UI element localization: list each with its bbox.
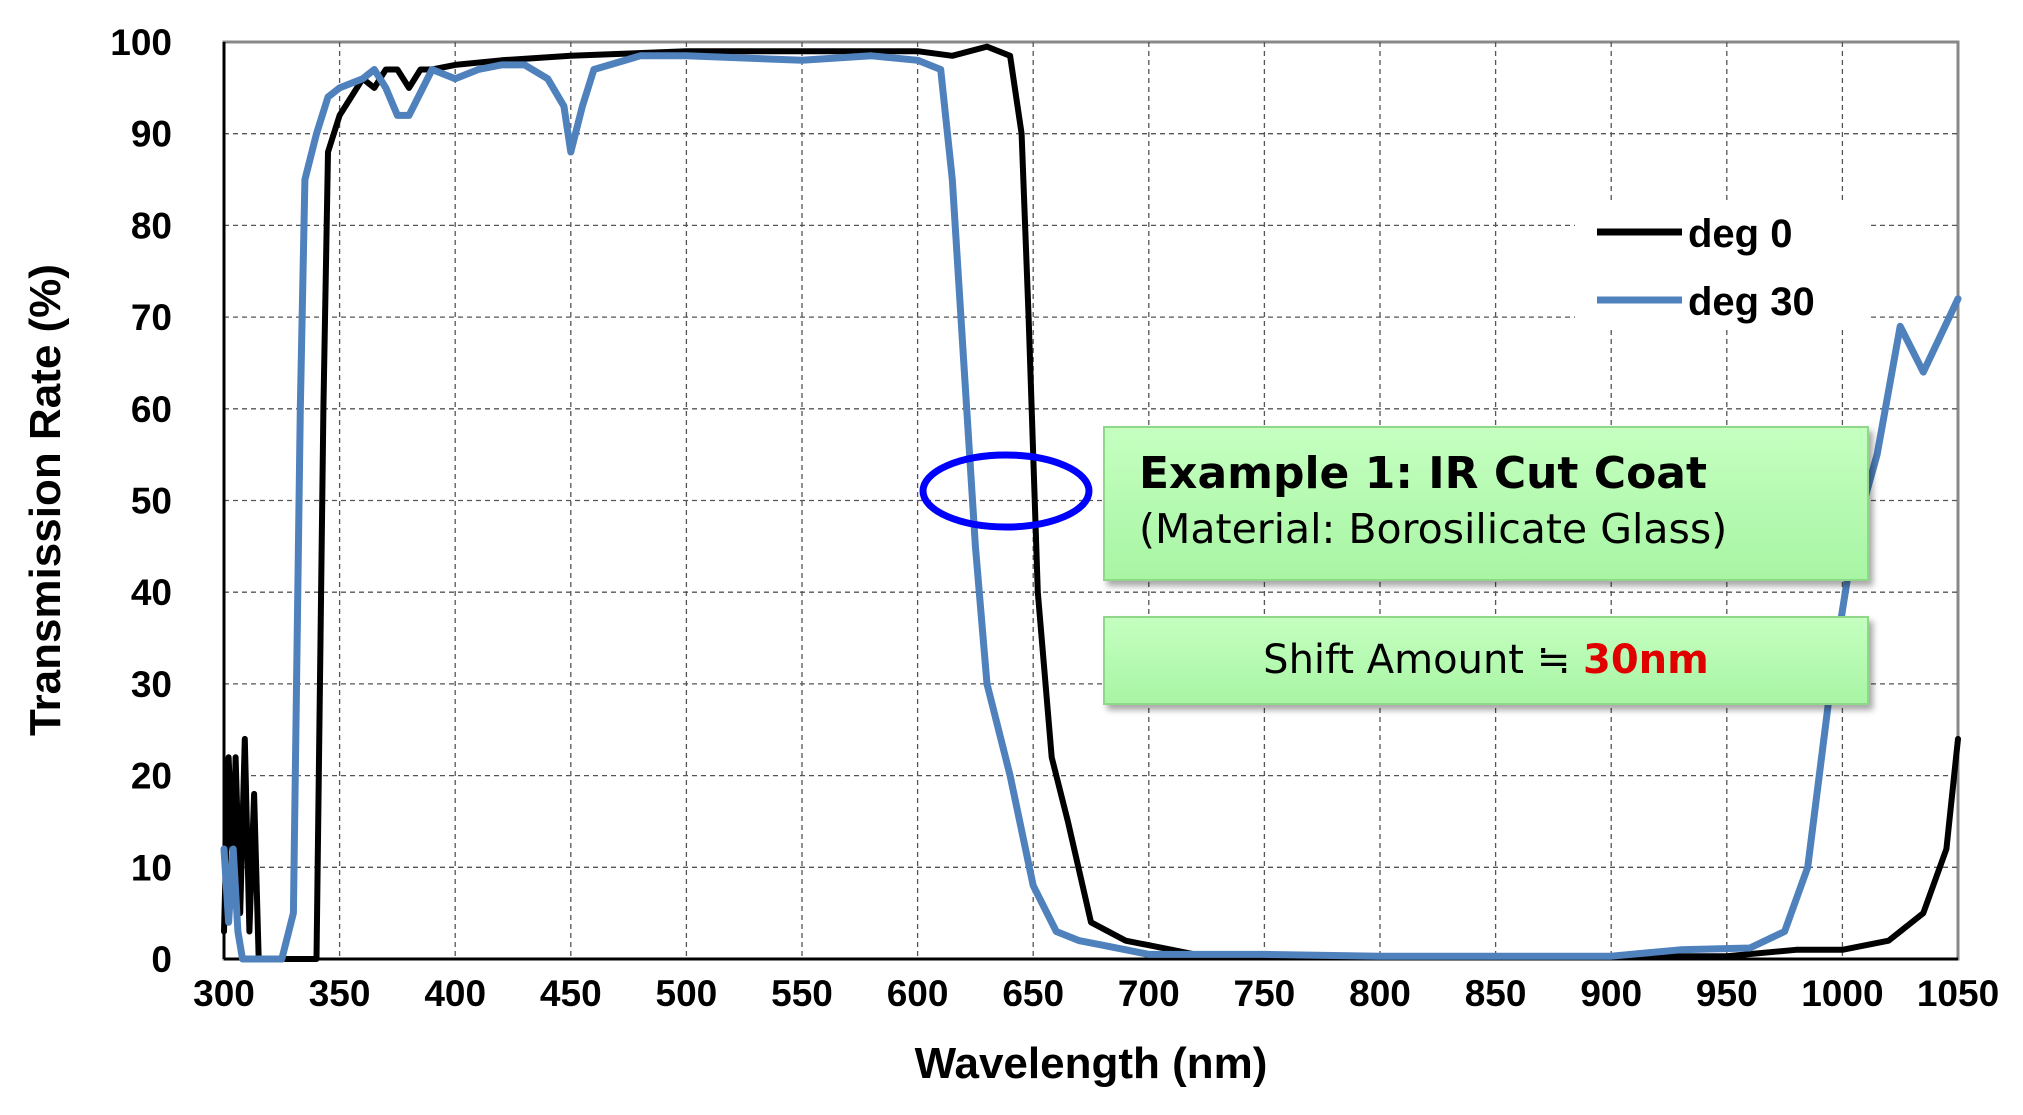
legend: deg 0 deg 30 (1575, 200, 1870, 330)
x-tick-label: 850 (1465, 973, 1527, 1014)
x-tick-label: 750 (1234, 973, 1296, 1014)
x-tick-label: 1000 (1801, 973, 1883, 1014)
y-tick-label: 20 (131, 756, 172, 797)
x-tick-label: 900 (1580, 973, 1642, 1014)
annotation-box-shift: Shift Amount ≒ 30nm (1103, 616, 1869, 705)
x-tick-label: 700 (1118, 973, 1180, 1014)
annotation-title: Example 1: IR Cut Coat (1139, 448, 1708, 499)
shift-label: Shift Amount ≒ (1263, 637, 1583, 683)
annotation-box-example: Example 1: IR Cut Coat (Material: Borosi… (1103, 426, 1869, 581)
x-tick-label: 650 (1002, 973, 1064, 1014)
x-axis-title: Wavelength (nm) (915, 1039, 1268, 1088)
x-tick-label: 300 (193, 973, 255, 1014)
legend-label-deg0: deg 0 (1688, 212, 1792, 256)
x-tick-label: 500 (656, 973, 718, 1014)
x-tick-label: 600 (887, 973, 949, 1014)
y-tick-label: 80 (131, 205, 172, 246)
annotation-subtitle: (Material: Borosilicate Glass) (1139, 505, 1728, 553)
shift-value: 30nm (1582, 637, 1709, 683)
y-tick-labels: 0 10 20 30 40 50 60 70 80 90 100 (110, 22, 172, 980)
y-axis-title: Transmission Rate (%) (21, 264, 70, 736)
series-line-deg-30 (220, 52, 1962, 963)
y-tick-label: 90 (131, 114, 172, 155)
y-tick-label: 30 (131, 664, 172, 705)
legend-label-deg30: deg 30 (1688, 280, 1815, 324)
x-tick-label: 1050 (1917, 973, 1999, 1014)
x-tick-label: 450 (540, 973, 602, 1014)
x-tick-label: 350 (309, 973, 371, 1014)
x-tick-label: 800 (1349, 973, 1411, 1014)
y-tick-label: 40 (131, 572, 172, 613)
x-tick-labels: 300 350 400 450 500 550 600 650 700 750 800 850 900 9… (193, 973, 1999, 1014)
y-tick-label: 10 (131, 847, 172, 888)
y-tick-label: 70 (131, 297, 172, 338)
series-lines (220, 43, 1962, 963)
y-tick-label: 100 (110, 22, 172, 63)
y-tick-label: 50 (131, 481, 172, 522)
highlight-ellipse (919, 451, 1093, 531)
y-tick-label: 0 (151, 939, 172, 980)
x-tick-label: 400 (424, 973, 486, 1014)
y-tick-label: 60 (131, 389, 172, 430)
x-tick-label: 550 (771, 973, 833, 1014)
x-tick-label: 950 (1696, 973, 1758, 1014)
